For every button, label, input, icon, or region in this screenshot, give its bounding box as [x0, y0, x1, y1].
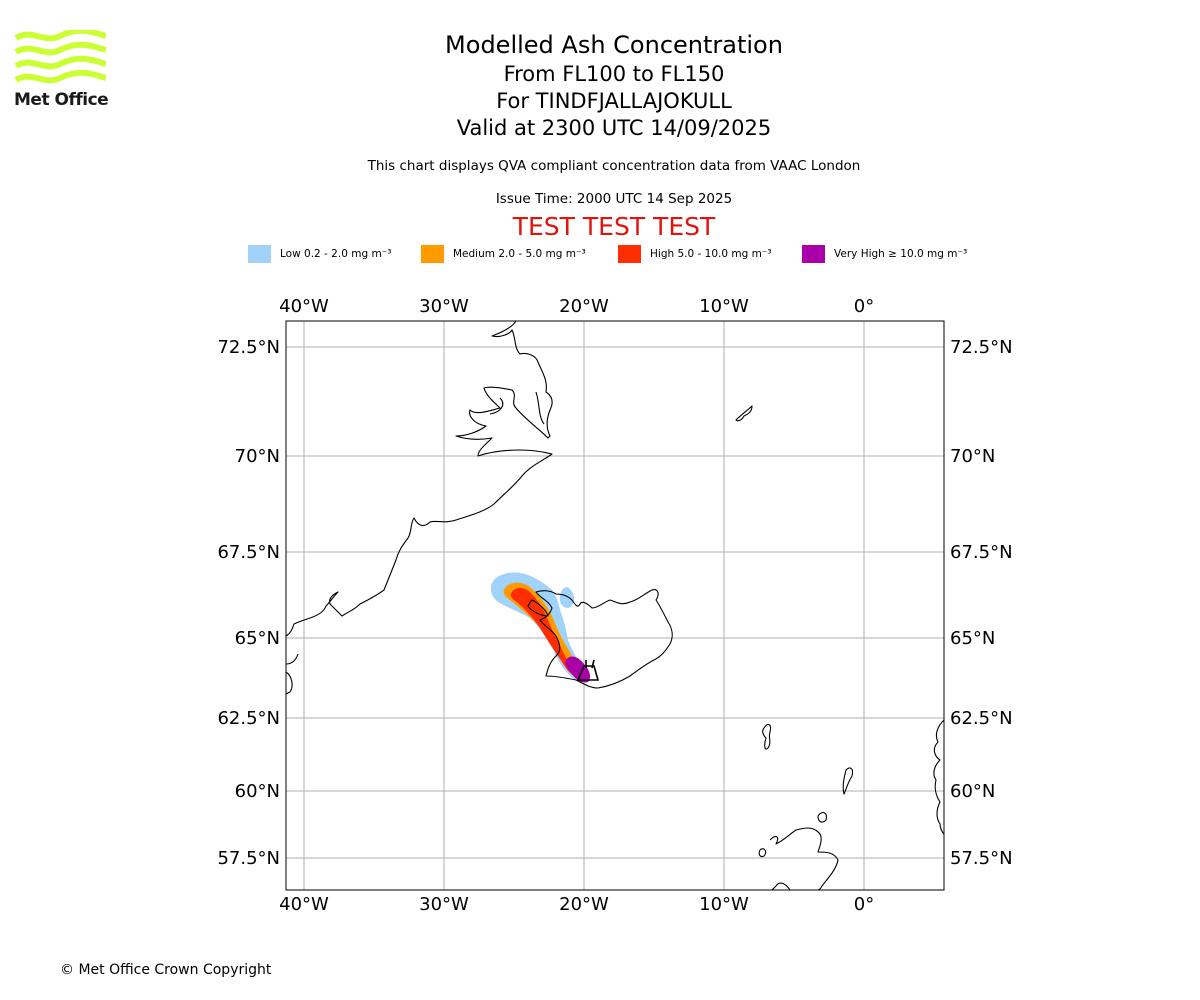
- lat-label-right-65n: 65°N: [950, 628, 995, 649]
- legend-label-very-high: Very High ≥ 10.0 mg m⁻³: [834, 248, 968, 260]
- flight-levels: From FL100 to FL150: [503, 62, 725, 86]
- lon-label-bottom-30w: 30°W: [419, 894, 469, 915]
- lon-label-top-20w: 20°W: [559, 296, 609, 317]
- legend-item-high: High 5.0 - 10.0 mg m⁻³: [618, 244, 772, 264]
- volcano-name: For TINDFJALLAJOKULL: [496, 89, 732, 113]
- norway-coastline: [933, 719, 944, 835]
- greenland-fjord-detail: [489, 397, 504, 415]
- lat-label-right-57-5n: 57.5°N: [950, 848, 1013, 869]
- greenland-coastline: [286, 321, 553, 637]
- valid-time: Valid at 2300 UTC 14/09/2025: [456, 116, 772, 140]
- lon-label-top-30w: 30°W: [419, 296, 469, 317]
- lat-label-right-62-5n: 62.5°N: [950, 708, 1013, 729]
- lat-label-right-72-5n: 72.5°N: [950, 337, 1013, 358]
- ash-very-high-contour: [565, 656, 591, 683]
- lat-label-left-57-5n: 57.5°N: [217, 848, 280, 869]
- lat-label-left-60n: 60°N: [235, 781, 280, 802]
- legend-item-very-high: Very High ≥ 10.0 mg m⁻³: [802, 244, 967, 264]
- orkney-coastline: [817, 811, 827, 823]
- map-grid: [286, 321, 944, 890]
- lat-label-left-70n: 70°N: [235, 446, 280, 467]
- legend-swatch-low: [248, 245, 271, 263]
- greenland-inner-detail: [535, 391, 545, 425]
- test-banner: TEST TEST TEST: [512, 212, 716, 241]
- legend-label-high: High 5.0 - 10.0 mg m⁻³: [650, 248, 772, 260]
- iceland-westfjords: [527, 599, 549, 617]
- page-title: Modelled Ash Concentration: [445, 31, 783, 59]
- issue-time: Issue Time: 2000 UTC 14 Sep 2025: [495, 191, 733, 207]
- lat-label-right-60n: 60°N: [950, 781, 995, 802]
- lat-label-right-67-5n: 67.5°N: [950, 542, 1013, 563]
- lat-label-left-67-5n: 67.5°N: [217, 542, 280, 563]
- legend-item-medium: Medium 2.0 - 5.0 mg m⁻³: [421, 244, 586, 264]
- map-frame: [285, 320, 945, 891]
- copyright-notice: © Met Office Crown Copyright: [60, 962, 272, 978]
- logo-text: Met Office: [14, 90, 109, 110]
- met-office-logo: Met Office: [14, 27, 109, 112]
- lat-label-left-72-5n: 72.5°N: [217, 337, 280, 358]
- ash-low-contour-east: [559, 587, 575, 608]
- coastlines: [286, 321, 944, 890]
- lat-label-left-65n: 65°N: [235, 628, 280, 649]
- jan-mayen-coastline: [735, 405, 753, 422]
- lon-label-bottom-20w: 20°W: [559, 894, 609, 915]
- lon-label-top-40w: 40°W: [279, 296, 329, 317]
- lon-label-top-10w: 10°W: [699, 296, 749, 317]
- map-background: [286, 321, 944, 890]
- legend-swatch-high: [618, 245, 641, 263]
- met-office-waves-icon: [14, 27, 107, 84]
- legend-swatch-very-high: [802, 245, 825, 263]
- ash-high-contour: [510, 587, 578, 677]
- faroe-coastline: [762, 723, 772, 750]
- iceland-coastline: [535, 589, 673, 689]
- legend-item-low: Low 0.2 - 2.0 mg m⁻³: [248, 244, 391, 264]
- shetland-coastline: [842, 767, 854, 795]
- legend-label-medium: Medium 2.0 - 5.0 mg m⁻³: [453, 248, 586, 260]
- legend-label-low: Low 0.2 - 2.0 mg m⁻³: [280, 248, 392, 260]
- chart-titles: Modelled Ash Concentration From FL100 to…: [314, 30, 914, 141]
- lat-label-right-70n: 70°N: [950, 446, 995, 467]
- lon-label-bottom-0: 0°: [854, 894, 874, 915]
- lon-label-top-0: 0°: [854, 296, 874, 317]
- lon-label-bottom-40w: 40°W: [279, 894, 329, 915]
- ash-plume: [490, 572, 591, 683]
- compliance-note: This chart displays QVA compliant concen…: [367, 158, 861, 174]
- lat-label-left-62-5n: 62.5°N: [217, 708, 280, 729]
- lon-label-bottom-10w: 10°W: [699, 894, 749, 915]
- volcano-marker-icon: [576, 659, 600, 681]
- legend-swatch-medium: [421, 245, 444, 263]
